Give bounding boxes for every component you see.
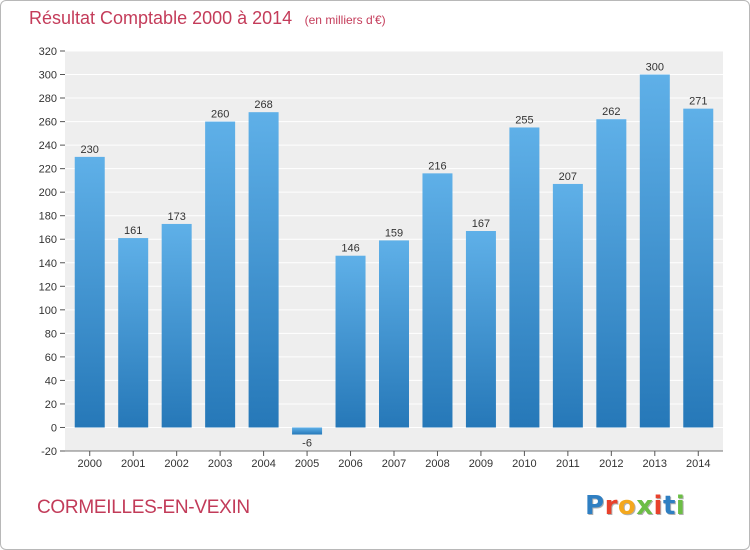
y-tick-label: 160 (39, 234, 57, 246)
logo-letter: P (585, 491, 605, 521)
bar-2009 (465, 231, 496, 428)
y-tick-label: 100 (39, 305, 57, 317)
x-tick-label-2008: 2008 (425, 458, 449, 470)
x-tick-label-2012: 2012 (599, 458, 623, 470)
commune-name: CORMEILLES-EN-VEXIN (37, 497, 250, 518)
data-label-2008: 216 (428, 160, 446, 172)
x-tick-label-2007: 2007 (382, 458, 406, 470)
data-label-2005: -6 (302, 438, 312, 450)
y-tick-label: 300 (39, 70, 57, 82)
y-tick-label: 40 (45, 375, 57, 387)
data-label-2006: 146 (341, 243, 359, 255)
bar-2005 (292, 427, 323, 435)
data-label-2002: 173 (167, 211, 185, 223)
x-tick-label-2011: 2011 (556, 458, 580, 470)
logo-letter: i (653, 491, 663, 521)
y-tick-label: 140 (39, 258, 57, 270)
x-tick-label-2003: 2003 (208, 458, 232, 470)
x-tick-label-2002: 2002 (164, 458, 188, 470)
y-tick-label: 120 (39, 281, 57, 293)
logo-letter: i (675, 491, 686, 521)
bar-2003 (205, 121, 236, 428)
bar-2001 (118, 238, 149, 428)
x-tick-label-2006: 2006 (338, 458, 362, 470)
bar-2010 (509, 127, 540, 428)
y-tick-label: -20 (41, 446, 57, 458)
logo-letter: r (604, 491, 618, 521)
bar-2006 (335, 255, 366, 428)
data-label-2010: 255 (515, 114, 533, 126)
logo-letter: o (617, 491, 637, 521)
y-tick-label: 320 (39, 46, 57, 58)
chart-title: Résultat Comptable 2000 à 2014 (29, 8, 293, 28)
x-tick-label-2004: 2004 (251, 458, 275, 470)
logo-letter: t (662, 491, 676, 521)
bar-2008 (422, 173, 453, 428)
x-tick-label-2014: 2014 (686, 458, 710, 470)
y-tick-label: 220 (39, 164, 57, 176)
bar-2011 (552, 183, 583, 428)
bar-2002 (161, 223, 192, 428)
data-label-2011: 207 (559, 171, 577, 183)
data-label-2014: 271 (689, 96, 707, 108)
x-tick-label-2010: 2010 (512, 458, 536, 470)
x-tick-label-2005: 2005 (295, 458, 319, 470)
bar-2000 (74, 156, 105, 428)
bar-2013 (639, 74, 670, 428)
chart-subtitle: (en milliers d'€) (304, 13, 386, 27)
data-label-2007: 159 (385, 227, 403, 239)
data-label-2012: 262 (602, 106, 620, 118)
data-label-2003: 260 (211, 109, 229, 121)
x-tick-label-2009: 2009 (469, 458, 493, 470)
title-row: Résultat Comptable 2000 à 2014 (en milli… (29, 8, 386, 29)
y-tick-label: 60 (45, 352, 57, 364)
x-tick-label-2013: 2013 (643, 458, 667, 470)
bar-2004 (248, 112, 279, 428)
data-label-2013: 300 (646, 62, 664, 74)
y-tick-label: 80 (45, 328, 57, 340)
data-label-2004: 268 (254, 99, 272, 111)
data-label-2000: 230 (81, 144, 99, 156)
logo-letter: x (636, 491, 654, 521)
bar-2014 (683, 108, 714, 428)
bar-2007 (379, 240, 409, 428)
y-tick-label: 260 (39, 117, 57, 129)
x-tick-label-2000: 2000 (77, 458, 101, 470)
data-label-2001: 161 (124, 225, 142, 237)
y-tick-label: 20 (45, 399, 57, 411)
y-tick-label: 280 (39, 93, 57, 105)
y-tick-label: 0 (51, 422, 57, 434)
bar-2012 (596, 119, 627, 428)
y-tick-label: 200 (39, 187, 57, 199)
y-tick-label: 240 (39, 140, 57, 152)
data-label-2009: 167 (472, 218, 490, 230)
x-tick-label-2001: 2001 (121, 458, 145, 470)
y-tick-label: 180 (39, 211, 57, 223)
proxiti-logo: Proxiti (585, 491, 685, 521)
